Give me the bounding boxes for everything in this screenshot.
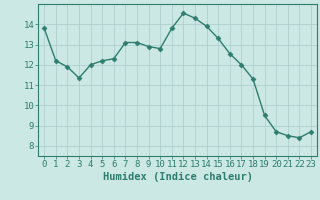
- X-axis label: Humidex (Indice chaleur): Humidex (Indice chaleur): [103, 172, 252, 182]
